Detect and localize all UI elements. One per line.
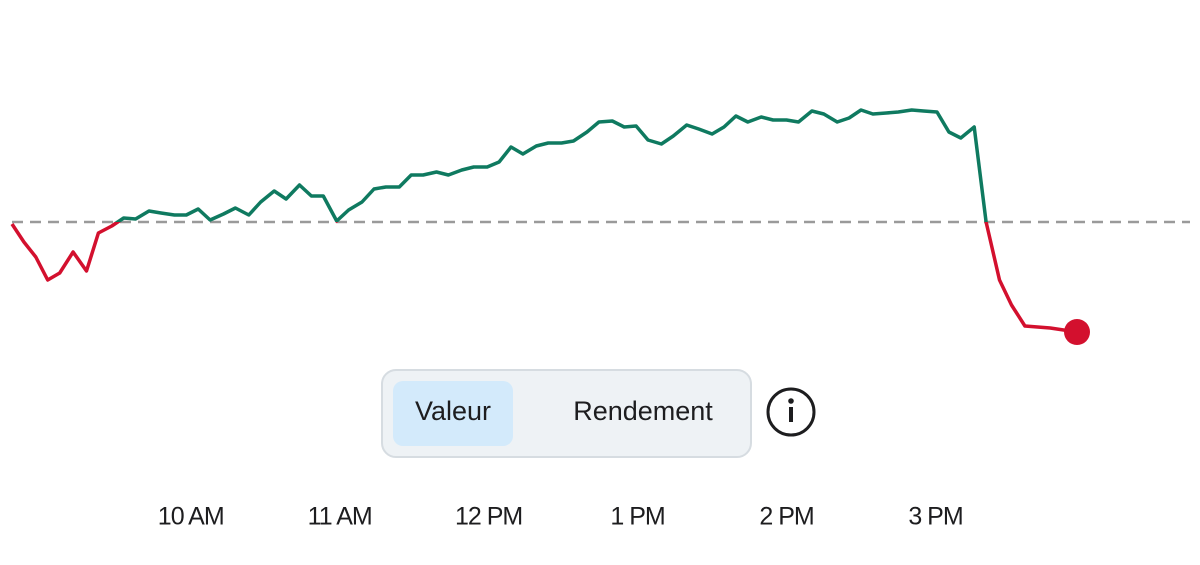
x-tick-label: 1 PM: [610, 503, 664, 531]
toggle-selected: [393, 381, 513, 446]
x-tick-label: 11 AM: [308, 503, 372, 531]
info-stem: [789, 407, 793, 422]
x-tick-label: 2 PM: [759, 503, 813, 531]
toggle-option[interactable]: Valeur: [415, 396, 491, 426]
x-tick-label: 3 PM: [908, 503, 962, 531]
last-point: [1064, 319, 1090, 345]
price-line: [10, 108, 1078, 334]
x-tick-label: 12 PM: [455, 503, 522, 531]
info-dot: [788, 398, 794, 404]
toggle-option[interactable]: Rendement: [573, 396, 713, 426]
x-tick-label: 10 AM: [158, 503, 224, 531]
info-button[interactable]: [766, 387, 816, 437]
